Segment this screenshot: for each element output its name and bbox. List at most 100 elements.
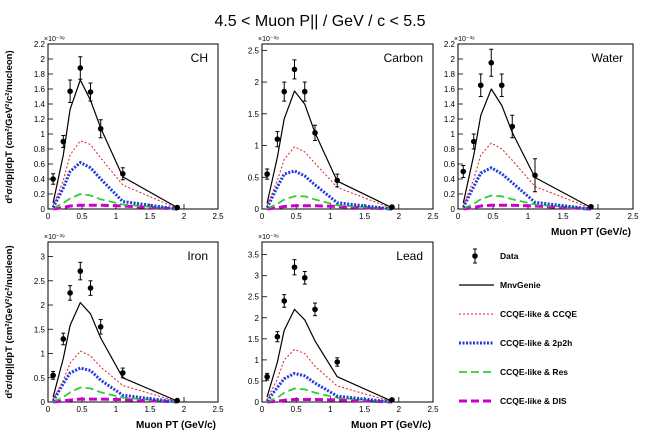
y-tick-label: 0.2 <box>34 190 46 199</box>
y-tick-label: 0.5 <box>248 173 260 182</box>
plot-frame <box>47 43 219 210</box>
series-2p2h <box>51 161 178 211</box>
series-res <box>462 194 592 210</box>
series-mnv <box>266 308 393 402</box>
y-axis-label: d²σ/dp||dpT (cm²/GeV²/c²/nucleon) <box>4 50 15 203</box>
y-tick-label: 0.8 <box>34 145 46 154</box>
y-tick-label: 0.4 <box>34 175 46 184</box>
x-tick-label: 0 <box>456 212 461 221</box>
x-tick-label: 1.5 <box>144 212 156 221</box>
x-tick-label: 1 <box>328 405 333 414</box>
y-tick-label: 1 <box>255 142 260 151</box>
y-tick-label: 2 <box>41 301 46 310</box>
panel-carbon: 0 0.5 1 1.5 2 2.5 0 0.5 1 1.5 2 2.5 ×10⁻³⁹ Carbon <box>248 36 439 221</box>
panel-title: Carbon <box>384 51 423 65</box>
x-tick-label: 0.5 <box>291 405 303 414</box>
y-tick-label: 0 <box>41 398 46 407</box>
data-point <box>389 397 395 403</box>
series-dis <box>266 398 393 404</box>
data-point <box>67 290 73 296</box>
x-tick-label: 2 <box>182 212 187 221</box>
y-tick-label: 1.2 <box>34 115 46 124</box>
series-dis <box>52 397 178 404</box>
series-res <box>52 386 178 403</box>
x-tick-label: 1 <box>526 212 531 221</box>
data-point <box>77 268 84 274</box>
series-2p2h <box>461 166 592 211</box>
series-res <box>52 193 178 210</box>
x-tick-label: 2.5 <box>627 212 639 221</box>
y-tick-label: 1.5 <box>248 335 260 344</box>
data-point <box>120 170 126 177</box>
data-point <box>281 88 288 95</box>
x-tick-label: 1 <box>328 212 333 221</box>
y-tick-label: 1.5 <box>34 325 46 334</box>
series-dis <box>52 203 178 211</box>
series-2p2h <box>265 371 393 404</box>
x-tick-label: 0 <box>260 212 265 221</box>
plot-frame <box>261 241 434 403</box>
panel-iron: 0 0.5 1 1.5 2 2.5 3 0 0.5 1 1.5 2 2.5 ×10⁻³⁹ Iron Muon … <box>4 234 224 431</box>
x-axis-label: Muon PT (GeV/c) <box>551 227 631 238</box>
y-tick-label: 0 <box>255 398 260 407</box>
y-tick-label: 1.2 <box>444 115 456 124</box>
data-point <box>97 125 104 132</box>
legend-label: CCQE-like & CCQE <box>500 309 577 319</box>
data-point <box>274 333 281 340</box>
y-tick-label: 0.2 <box>444 190 456 199</box>
series-2p2h <box>51 366 178 404</box>
x-tick-label: 0 <box>46 405 51 414</box>
legend-label: Data <box>500 251 519 261</box>
data-point <box>532 172 538 179</box>
y-tick-label: 1 <box>41 350 46 359</box>
y-axis-label: d²σ/dp||dpT (cm²/GeV²/c²/nucleon) <box>4 245 15 398</box>
data-point <box>87 285 94 291</box>
series-res <box>266 387 393 403</box>
x-axis-label: Muon PT (GeV/c) <box>136 420 216 431</box>
y-tick-label: 3 <box>255 272 260 281</box>
y-tick-label: 3 <box>41 253 46 262</box>
data-point <box>498 82 505 89</box>
plot-frame <box>457 43 634 210</box>
data-point <box>60 138 67 145</box>
legend-label: CCQE-like & DIS <box>500 396 567 406</box>
y-tick-label: 0.8 <box>444 145 456 154</box>
data-point <box>50 372 56 379</box>
panel-water: 0 0.2 0.4 0.6 0.8 1 1.2 1.4 1.6 1.8 2 2.2 0 0.5 1 1.5 2 2… <box>444 36 639 238</box>
data-point <box>477 82 484 89</box>
legend-item-ccqe: CCQE-like & CCQE <box>459 309 577 319</box>
data-point <box>312 306 318 313</box>
data-point <box>60 336 67 342</box>
y-tick-label: 1.5 <box>248 110 260 119</box>
legend-item-dis: CCQE-like & DIS <box>459 396 567 406</box>
y-tick-label: 0 <box>41 205 46 214</box>
y-tick-label: 0.6 <box>444 160 456 169</box>
series-mnv <box>462 88 592 209</box>
y-exponent: ×10⁻³⁹ <box>454 36 475 43</box>
data-point <box>291 66 298 73</box>
legend-item-data: Data <box>472 248 519 264</box>
legend-label: CCQE-like & 2p2h <box>500 338 572 348</box>
data-point <box>77 65 84 71</box>
data-point <box>264 373 270 380</box>
data-point <box>334 359 341 365</box>
y-tick-label: 0.5 <box>34 374 46 383</box>
series-mnv <box>52 302 178 402</box>
y-tick-label: 0.6 <box>34 160 46 169</box>
panel-title: CH <box>191 51 208 65</box>
x-tick-label: 2.5 <box>212 212 224 221</box>
y-tick-label: 2.2 <box>34 40 46 49</box>
panel-ch: 0 0.2 0.4 0.6 0.8 1 1.2 1.4 1.6 1.8 2 2.2 0 0.5 1 1.5 2 2… <box>4 36 224 221</box>
x-tick-label: 1.5 <box>557 212 569 221</box>
x-tick-label: 2 <box>397 405 402 414</box>
series-2p2h <box>265 169 393 211</box>
data-point <box>97 324 104 330</box>
data-point <box>312 130 318 136</box>
data-point <box>174 397 180 404</box>
x-tick-label: 2 <box>596 212 601 221</box>
y-tick-label: 1.4 <box>34 100 46 109</box>
y-exponent: ×10⁻³⁹ <box>44 36 65 43</box>
y-tick-label: 1.4 <box>444 100 456 109</box>
y-tick-label: 1 <box>41 130 46 139</box>
